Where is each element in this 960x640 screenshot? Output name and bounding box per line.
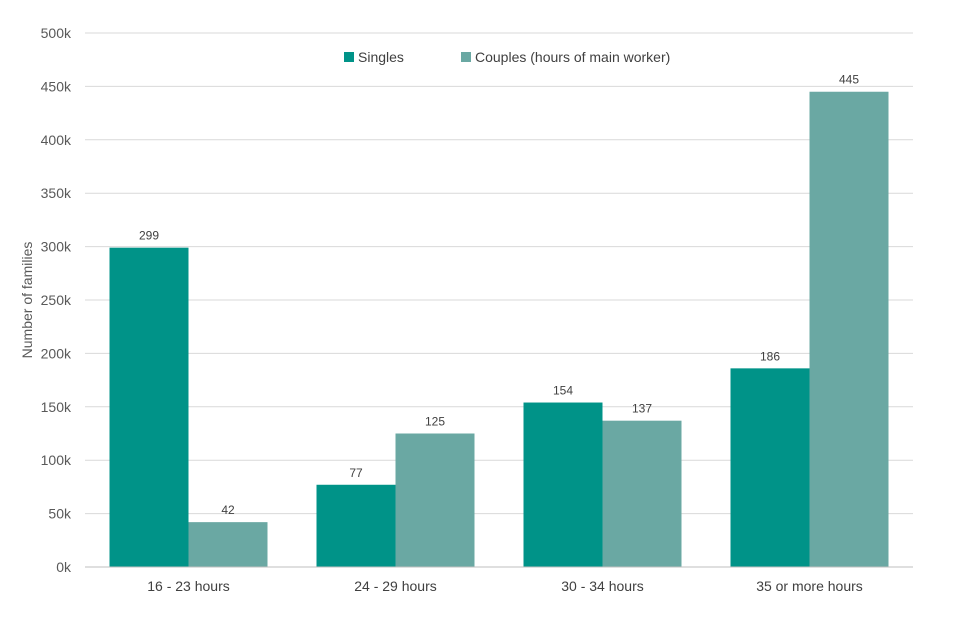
y-tick-labels: 0k 50k 100k 150k 200k 250k 300k 350k 400k 450k 500…	[41, 25, 72, 575]
x-tick-label: 30 - 34 hours	[561, 578, 644, 594]
data-label: 445	[839, 73, 859, 87]
legend-swatch	[344, 52, 354, 62]
y-tick-label: 0k	[56, 559, 72, 575]
bar	[109, 247, 189, 567]
data-label: 125	[425, 415, 445, 429]
gridlines	[85, 32, 913, 515]
data-label: 77	[349, 466, 363, 480]
y-tick-label: 150k	[41, 399, 72, 415]
bar	[809, 91, 889, 568]
legend-label: Couples (hours of main worker)	[475, 49, 670, 65]
y-tick-label: 200k	[41, 345, 72, 361]
bar	[602, 420, 682, 567]
legend-swatch	[461, 52, 471, 62]
y-tick-label: 100k	[41, 452, 72, 468]
y-tick-label: 400k	[41, 132, 72, 148]
data-label: 154	[553, 384, 573, 398]
y-tick-label: 250k	[41, 292, 72, 308]
x-tick-label: 16 - 23 hours	[147, 578, 230, 594]
data-labels: 299 42 77 125 154 137 186 445	[139, 73, 859, 517]
bar	[188, 522, 268, 567]
data-label: 299	[139, 229, 159, 243]
y-tick-label: 50k	[48, 506, 72, 522]
y-tick-label: 350k	[41, 185, 72, 201]
legend: Singles Couples (hours of main worker)	[344, 49, 670, 65]
category-labels: 16 - 23 hours 24 - 29 hours 30 - 34 hours 3…	[147, 578, 863, 594]
y-tick-label: 500k	[41, 25, 72, 41]
data-label: 186	[760, 349, 780, 363]
x-tick-label: 24 - 29 hours	[354, 578, 437, 594]
bars	[109, 91, 889, 568]
bar	[523, 402, 603, 567]
data-label: 42	[221, 503, 235, 517]
y-tick-label: 450k	[41, 78, 72, 94]
x-tick-label: 35 or more hours	[756, 578, 863, 594]
y-tick-label: 300k	[41, 239, 72, 255]
y-axis-title: Number of families	[19, 242, 35, 359]
data-label: 137	[632, 402, 652, 416]
bar	[395, 433, 475, 567]
bar	[730, 368, 810, 567]
legend-label: Singles	[358, 49, 404, 65]
bar	[316, 484, 396, 567]
